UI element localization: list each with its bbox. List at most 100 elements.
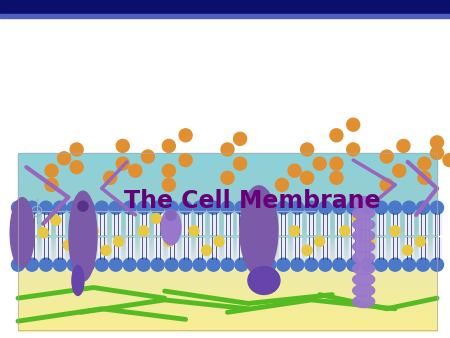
Circle shape: [418, 157, 431, 170]
Bar: [18, 183, 437, 186]
Circle shape: [109, 258, 122, 271]
Bar: [18, 307, 437, 310]
Bar: [18, 236, 437, 239]
Circle shape: [116, 139, 129, 152]
Bar: [18, 215, 437, 218]
Bar: [224, 212, 231, 234]
Circle shape: [346, 201, 360, 214]
Bar: [335, 238, 343, 260]
Bar: [18, 247, 437, 251]
Bar: [349, 238, 357, 260]
Bar: [18, 277, 437, 280]
Bar: [56, 212, 64, 234]
Circle shape: [162, 139, 176, 152]
Circle shape: [63, 240, 73, 250]
Bar: [18, 259, 437, 263]
Ellipse shape: [353, 251, 375, 264]
Bar: [349, 212, 357, 234]
Circle shape: [375, 258, 387, 271]
Circle shape: [346, 143, 360, 156]
Circle shape: [116, 157, 129, 170]
Bar: [18, 280, 437, 283]
Circle shape: [54, 201, 67, 214]
Circle shape: [26, 258, 38, 271]
Bar: [363, 212, 371, 234]
Circle shape: [403, 245, 413, 255]
Circle shape: [235, 258, 248, 271]
Circle shape: [375, 201, 387, 214]
Circle shape: [333, 201, 346, 214]
Bar: [153, 212, 162, 234]
Circle shape: [214, 237, 224, 246]
Bar: [126, 212, 134, 234]
Circle shape: [277, 201, 290, 214]
Bar: [126, 238, 134, 260]
Bar: [18, 197, 437, 201]
Bar: [377, 238, 385, 260]
Circle shape: [249, 258, 262, 271]
Ellipse shape: [161, 210, 181, 245]
Circle shape: [12, 201, 24, 214]
Circle shape: [165, 201, 178, 214]
Bar: [112, 238, 120, 260]
Bar: [196, 212, 203, 234]
Bar: [377, 212, 385, 234]
Bar: [210, 238, 217, 260]
Circle shape: [51, 215, 61, 225]
Bar: [18, 174, 437, 177]
Bar: [279, 212, 288, 234]
Circle shape: [179, 258, 192, 271]
Bar: [18, 224, 437, 227]
Circle shape: [275, 178, 288, 191]
Bar: [18, 230, 437, 233]
Bar: [18, 292, 437, 295]
Bar: [18, 321, 437, 324]
Bar: [18, 324, 437, 328]
Circle shape: [330, 129, 343, 142]
Bar: [18, 221, 437, 224]
Bar: [18, 253, 437, 257]
Ellipse shape: [248, 266, 280, 294]
Circle shape: [137, 201, 150, 214]
Bar: [18, 268, 437, 271]
Bar: [18, 312, 437, 316]
Circle shape: [207, 201, 220, 214]
Circle shape: [263, 201, 276, 214]
Circle shape: [179, 153, 192, 167]
Bar: [238, 212, 245, 234]
Ellipse shape: [69, 191, 97, 281]
Bar: [18, 156, 437, 160]
Bar: [84, 212, 92, 234]
Circle shape: [417, 258, 430, 271]
Circle shape: [340, 226, 350, 236]
Bar: [18, 327, 437, 331]
Circle shape: [179, 129, 192, 142]
Circle shape: [239, 226, 249, 236]
Bar: [84, 238, 92, 260]
Bar: [405, 212, 413, 234]
Bar: [0, 14, 450, 18]
Bar: [18, 212, 437, 215]
Circle shape: [252, 214, 262, 223]
Circle shape: [302, 245, 312, 255]
Circle shape: [277, 258, 290, 271]
Bar: [252, 238, 260, 260]
Circle shape: [12, 258, 24, 271]
Circle shape: [249, 201, 262, 214]
Bar: [42, 238, 50, 260]
Ellipse shape: [353, 241, 375, 252]
Circle shape: [141, 150, 154, 163]
Circle shape: [202, 245, 211, 255]
Bar: [18, 179, 437, 183]
Bar: [433, 238, 441, 260]
Circle shape: [40, 201, 53, 214]
Circle shape: [207, 258, 220, 271]
Bar: [18, 203, 437, 207]
Circle shape: [305, 201, 318, 214]
Bar: [18, 239, 437, 242]
Circle shape: [151, 258, 164, 271]
Bar: [18, 274, 437, 277]
Circle shape: [81, 201, 94, 214]
Circle shape: [68, 201, 81, 214]
Circle shape: [193, 201, 206, 214]
